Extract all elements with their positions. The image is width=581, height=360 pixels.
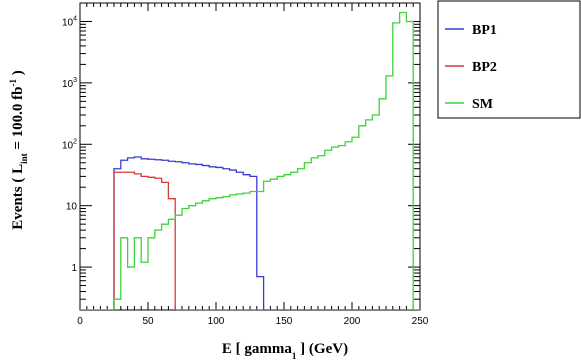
x-tick-label: 100 (208, 316, 225, 327)
legend-item-bp2-label: BP2 (472, 60, 497, 75)
y-tick-label: 102 (62, 138, 77, 151)
series-bp1-line (80, 156, 420, 310)
y-tick-label-exponent: 4 (73, 15, 77, 22)
x-axis-label-main: E [ gamma (222, 341, 292, 357)
y-tick-label: 1 (71, 263, 77, 274)
series-sm-line (80, 11, 420, 310)
legend: BP1 BP2 SM (437, 0, 581, 119)
x-tick-label: 150 (276, 316, 293, 327)
y-axis-label-main: Events ( L (10, 164, 26, 230)
legend-item-sm-label: SM (472, 97, 493, 112)
x-axis-label: E [ gamma1 ] (GeV) (222, 341, 348, 360)
y-tick-label-exponent: 3 (73, 77, 77, 84)
x-tick-label: 50 (142, 316, 154, 327)
y-tick-label-base: 10 (62, 17, 74, 28)
y-axis-label-tail: ) (10, 70, 26, 79)
y-axis-label-text: Events ( Lint = 100.0 fb-1 ) (8, 70, 29, 230)
y-tick-label-exponent: 2 (73, 138, 77, 145)
x-axis-label-text: E [ gamma1 ] (GeV) (222, 341, 348, 360)
x-axis-label-tail: ] (GeV) (296, 341, 348, 357)
x-tick-label: 250 (412, 316, 429, 327)
x-tick-label: 200 (344, 316, 361, 327)
y-tick-label-base: 10 (62, 140, 74, 151)
legend-item-bp1-label: BP1 (472, 23, 497, 38)
y-tick-label: 104 (62, 15, 77, 28)
plot-frame (79, 2, 421, 311)
y-tick-label-base: 10 (62, 79, 74, 90)
y-axis-label-mid: = 100.0 fb (10, 87, 26, 154)
y-axis-label: Events ( Lint = 100.0 fb-1 ) (8, 70, 29, 230)
y-axis-label-superscript: -1 (8, 79, 18, 87)
y-tick-label-base: 1 (71, 263, 77, 274)
x-tick-label: 0 (77, 316, 83, 327)
y-tick-label: 103 (62, 77, 77, 90)
y-axis-label-subscript: int (19, 153, 29, 164)
x-axis-label-subscript: 1 (292, 351, 297, 360)
y-tick-label: 10 (66, 202, 78, 213)
series-bp2-line (80, 171, 420, 310)
legend-box (437, 0, 581, 119)
y-tick-label-base: 10 (66, 202, 78, 213)
